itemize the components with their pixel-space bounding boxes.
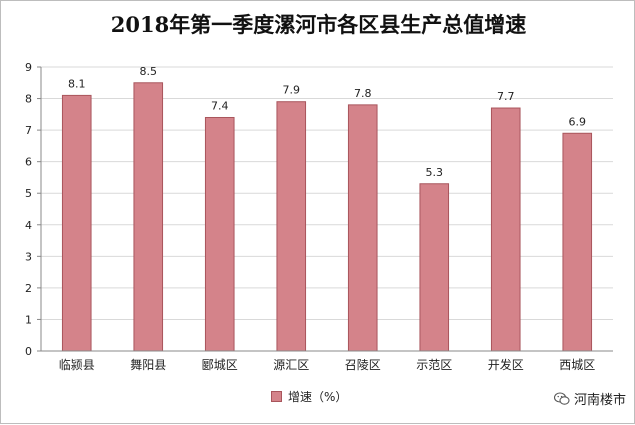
bar [61,94,92,352]
bar [133,82,164,352]
data-label: 7.4 [211,99,229,112]
x-tick-label: 临颍县 [59,358,95,372]
bar [204,116,235,352]
y-tick-label: 2 [25,282,32,295]
data-label: 7.9 [283,84,301,97]
x-tick-label: 郾城区 [202,358,238,372]
bar [562,132,593,352]
data-label: 6.9 [569,115,587,128]
data-label: 7.8 [354,87,372,100]
data-label: 8.5 [140,65,158,78]
y-tick-label: 7 [25,124,32,137]
y-tick-label: 8 [25,93,32,106]
legend: 增速（%） [271,388,347,405]
y-tick-label: 0 [25,345,32,358]
wechat-icon [553,391,570,405]
watermark-text: 河南楼市 [573,393,626,408]
legend-label: 增速（%） [288,390,348,404]
chart-title: 2018年第一季度漯河市各区县生产总值增速 [110,12,527,37]
y-tick-label: 4 [25,219,32,232]
x-tick-label: 源汇区 [273,358,309,372]
y-tick-label: 3 [25,250,32,263]
x-tick-label: 西城区 [559,358,595,372]
x-tick-label: 开发区 [488,357,524,372]
bar [419,183,450,352]
x-tick-label: 召陵区 [345,358,381,372]
data-label: 5.3 [426,166,444,179]
x-tick-label: 示范区 [416,358,452,372]
y-tick-label: 9 [25,61,32,74]
data-label: 8.1 [68,77,86,90]
bar [490,107,521,352]
bar [347,104,378,352]
legend-swatch [271,391,282,402]
bar [276,101,307,352]
data-label: 7.7 [497,90,515,103]
x-tick-label: 舞阳县 [130,358,166,372]
watermark: 河南楼市 [553,389,626,408]
y-tick-label: 5 [25,187,32,200]
y-tick-label: 6 [25,156,32,169]
y-tick-label: 1 [25,313,32,326]
